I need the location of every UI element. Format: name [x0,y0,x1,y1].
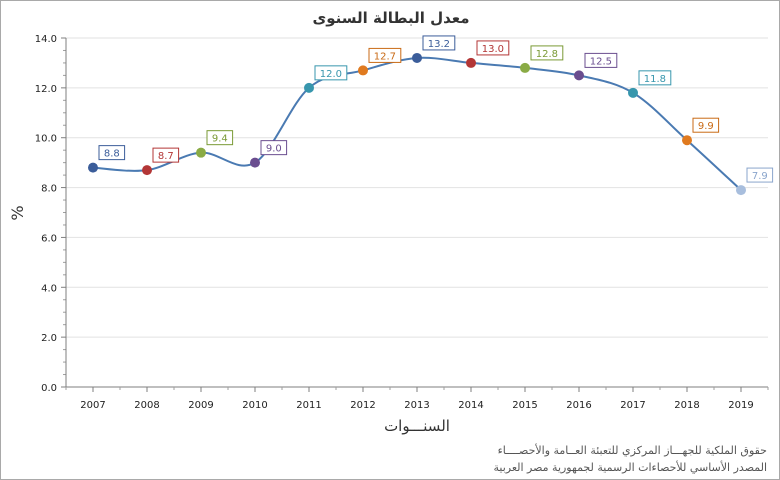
data-point [682,135,692,146]
data-label: 8.8 [104,149,120,160]
data-label: 12.5 [590,56,612,67]
x-tick-label: 2013 [404,400,429,411]
y-tick-label: 14.0 [35,34,57,45]
x-tick-label: 2018 [674,400,699,411]
data-label-box [638,70,672,86]
x-tick-label: 2009 [188,400,213,411]
x-axis-title: السنـــوات [384,417,450,435]
x-tick-label: 2007 [80,400,105,411]
x-tick-label: 2010 [242,400,267,411]
data-point [358,65,368,76]
y-tick-label: 0.0 [41,383,57,394]
y-tick-label: 10.0 [35,134,57,145]
x-tick-label: 2012 [350,400,375,411]
data-point [574,70,584,81]
y-axis-title: % [8,205,27,220]
y-tick-label: 12.0 [35,84,57,95]
x-tick-label: 2017 [620,400,645,411]
y-tick-label: 8.0 [41,184,57,195]
data-point [304,82,314,93]
data-point [196,147,206,158]
data-label-box [260,140,288,156]
data-label-box [692,117,720,133]
x-tick-label: 2015 [512,400,537,411]
data-label: 9.0 [266,144,282,155]
data-point [628,87,638,98]
data-label-box [368,47,402,63]
copyright-note: حقوق الملكية للجهـــاز المركزي للتعبئة ا… [497,444,767,457]
data-point [520,62,530,73]
data-label: 11.8 [644,74,666,85]
data-label-box [584,52,618,68]
data-point [412,52,422,63]
data-label-box [746,167,774,183]
data-label-box [206,130,234,146]
data-point [88,162,98,173]
data-point [250,157,260,168]
data-label-box [152,147,180,163]
data-label: 13.2 [428,39,450,50]
x-tick-label: 2008 [134,400,159,411]
y-tick-label: 4.0 [41,283,57,294]
data-label-box [476,40,510,56]
data-label: 12.8 [536,49,558,60]
data-label: 12.0 [320,69,342,80]
data-label: 7.9 [752,171,768,182]
x-tick-label: 2016 [566,400,591,411]
data-point [466,57,476,68]
data-label-box [422,35,456,51]
source-note: المصدر الأساسي للأحصاءات الرسمية لجمهوري… [493,461,767,474]
data-label: 13.0 [482,44,504,55]
y-tick-label: 6.0 [41,233,57,244]
x-tick-label: 2011 [296,400,321,411]
data-label-box [530,45,564,61]
x-tick-label: 2014 [458,400,483,411]
y-tick-label: 2.0 [41,333,57,344]
x-tick-label: 2019 [728,400,753,411]
data-label: 9.9 [698,121,714,132]
chart-title: معدل البطالة السنوى [312,9,469,27]
data-label: 9.4 [212,134,228,145]
data-label-box [314,65,348,81]
data-label: 8.7 [158,151,174,162]
data-label-box [98,145,126,161]
data-label: 12.7 [374,51,396,62]
data-point [142,165,152,176]
data-point [736,185,746,196]
